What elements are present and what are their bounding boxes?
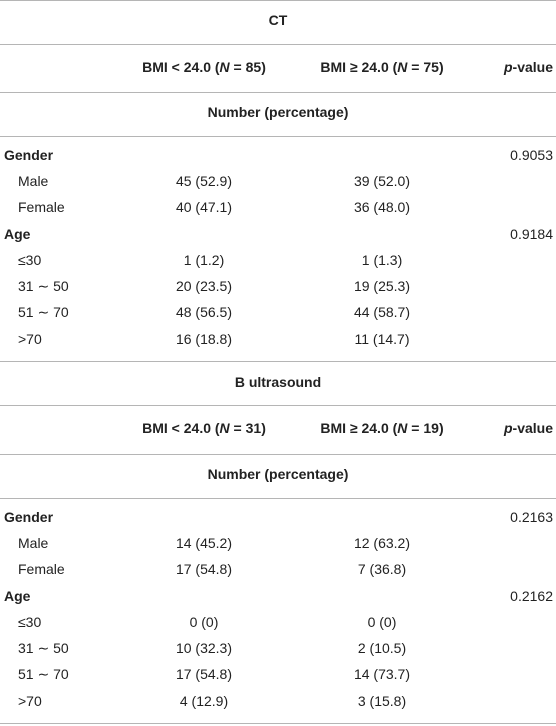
- row-label: 51 ∼ 70: [18, 666, 69, 682]
- cell-bmi-high: 19 (25.3): [353, 278, 411, 294]
- cell-bmi-high: 0 (0): [367, 614, 397, 630]
- row-label: Female: [18, 561, 65, 577]
- group-row: Gender 0.9053: [0, 142, 556, 168]
- row-label: >70: [18, 693, 42, 709]
- table-row: ≤30 0 (0) 0 (0): [0, 609, 556, 635]
- col-header-p-value: p-value: [503, 420, 553, 436]
- cell-bmi-low: 17 (54.8): [175, 666, 233, 682]
- p-value: 0.2162: [510, 588, 553, 604]
- rule: [0, 92, 556, 93]
- table-row: 51 ∼ 70 48 (56.5) 44 (58.7): [0, 299, 556, 325]
- group-row: Age 0.9184: [0, 221, 556, 247]
- column-header-row: BMI < 24.0 (N = 85) BMI ≥ 24.0 (N = 75) …: [0, 54, 556, 80]
- cell-bmi-low: 4 (12.9): [179, 693, 229, 709]
- bottom-rule: [0, 723, 556, 724]
- section-title: B ultrasound: [234, 374, 322, 390]
- cell-bmi-high: 2 (10.5): [357, 640, 407, 656]
- group-label: Age: [4, 226, 31, 242]
- table-row: 51 ∼ 70 17 (54.8) 14 (73.7): [0, 661, 556, 687]
- cell-bmi-low: 0 (0): [189, 614, 219, 630]
- row-label: Male: [18, 535, 49, 551]
- rule: [0, 44, 556, 45]
- group-label: Gender: [4, 147, 54, 163]
- col-header-bmi-high: BMI ≥ 24.0 (N = 75): [320, 59, 444, 75]
- cell-bmi-low: 1 (1.2): [183, 252, 225, 268]
- section-title: CT: [268, 12, 288, 28]
- group-label: Gender: [4, 509, 54, 525]
- p-value: 0.9184: [510, 226, 553, 242]
- table-row: 31 ∼ 50 10 (32.3) 2 (10.5): [0, 635, 556, 661]
- row-label: Female: [18, 199, 65, 215]
- cell-bmi-low: 40 (47.1): [175, 199, 233, 215]
- row-label: ≤30: [18, 614, 42, 630]
- cell-bmi-high: 11 (14.7): [354, 331, 410, 347]
- row-label: Male: [18, 173, 49, 189]
- table-row: >70 16 (18.8) 11 (14.7): [0, 326, 556, 352]
- cell-bmi-high: 36 (48.0): [353, 199, 411, 215]
- table-row: ≤30 1 (1.2) 1 (1.3): [0, 247, 556, 273]
- cell-bmi-high: 3 (15.8): [357, 693, 407, 709]
- rule: [0, 136, 556, 137]
- group-row: Age 0.2162: [0, 583, 556, 609]
- cell-bmi-low: 10 (32.3): [175, 640, 233, 656]
- p-value: 0.9053: [510, 147, 553, 163]
- section-title-row: CT: [0, 7, 556, 33]
- table-row: Male 45 (52.9) 39 (52.0): [0, 168, 556, 194]
- cell-bmi-low: 17 (54.8): [175, 561, 233, 577]
- top-rule: [0, 0, 556, 1]
- rule: [0, 498, 556, 499]
- subheader: Number (percentage): [207, 104, 349, 120]
- rule: [0, 405, 556, 406]
- cell-bmi-low: 14 (45.2): [175, 535, 233, 551]
- row-label: 31 ∼ 50: [18, 640, 69, 656]
- row-label: ≤30: [18, 252, 42, 268]
- cell-bmi-low: 45 (52.9): [175, 173, 233, 189]
- row-label: 31 ∼ 50: [18, 278, 69, 294]
- cell-bmi-low: 16 (18.8): [175, 331, 233, 347]
- subheader: Number (percentage): [207, 466, 349, 482]
- cell-bmi-low: 20 (23.5): [175, 278, 233, 294]
- table-row: Female 17 (54.8) 7 (36.8): [0, 556, 556, 582]
- table-row: 31 ∼ 50 20 (23.5) 19 (25.3): [0, 273, 556, 299]
- row-label: 51 ∼ 70: [18, 304, 69, 320]
- p-value: 0.2163: [510, 509, 553, 525]
- rule: [0, 361, 556, 362]
- col-header-bmi-high: BMI ≥ 24.0 (N = 19): [320, 420, 444, 436]
- rule: [0, 454, 556, 455]
- group-label: Age: [4, 588, 31, 604]
- table-row: Male 14 (45.2) 12 (63.2): [0, 530, 556, 556]
- column-header-row: BMI < 24.0 (N = 31) BMI ≥ 24.0 (N = 19) …: [0, 415, 556, 441]
- subheader-row: Number (percentage): [0, 99, 556, 125]
- table-row: >70 4 (12.9) 3 (15.8): [0, 688, 556, 714]
- cell-bmi-high: 39 (52.0): [353, 173, 411, 189]
- col-header-bmi-low: BMI < 24.0 (N = 85): [142, 59, 266, 75]
- cell-bmi-high: 12 (63.2): [353, 535, 411, 551]
- row-label: >70: [18, 331, 42, 347]
- cell-bmi-high: 7 (36.8): [357, 561, 407, 577]
- cell-bmi-high: 1 (1.3): [361, 252, 403, 268]
- group-row: Gender 0.2163: [0, 504, 556, 530]
- cell-bmi-low: 48 (56.5): [175, 304, 233, 320]
- cell-bmi-high: 44 (58.7): [353, 304, 411, 320]
- col-header-p-value: p-value: [503, 59, 553, 75]
- subheader-row: Number (percentage): [0, 461, 556, 487]
- cell-bmi-high: 14 (73.7): [353, 666, 411, 682]
- section-title-row: B ultrasound: [0, 369, 556, 395]
- table-row: Female 40 (47.1) 36 (48.0): [0, 194, 556, 220]
- col-header-bmi-low: BMI < 24.0 (N = 31): [142, 420, 266, 436]
